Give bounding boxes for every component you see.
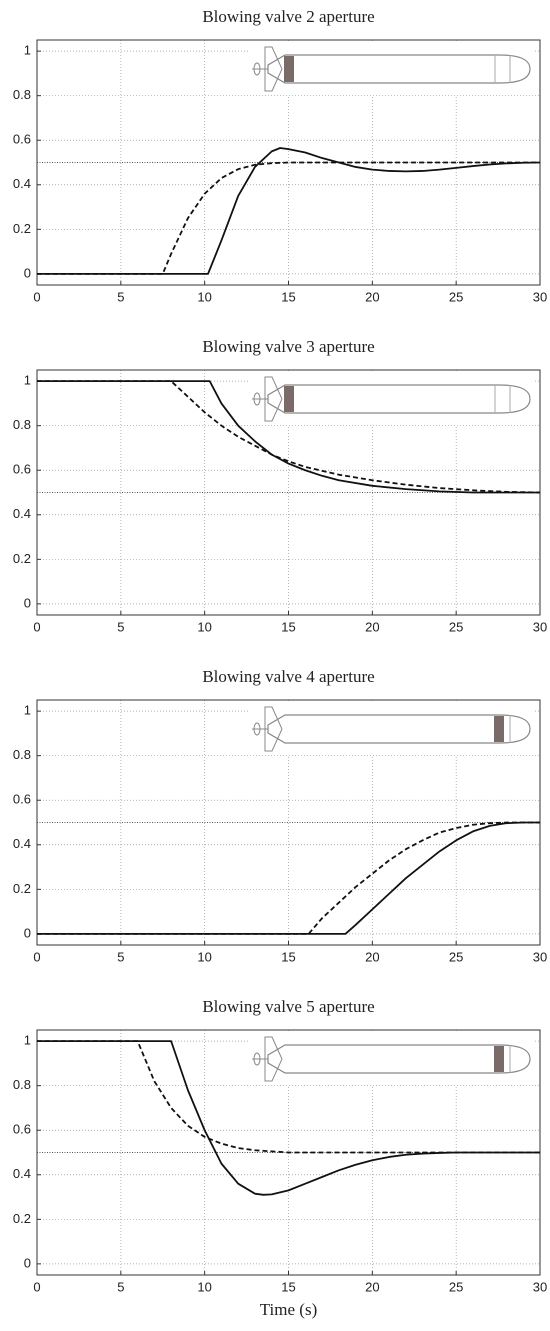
y-tick-label: 0.6 <box>13 462 31 477</box>
y-tick-label: 0.8 <box>13 747 31 762</box>
y-tick-label: 0.4 <box>13 836 31 851</box>
x-tick-label: 20 <box>365 949 379 964</box>
y-tick-label: 0.2 <box>13 221 31 236</box>
data-line <box>37 147 541 275</box>
icon-hull <box>267 714 531 744</box>
icon-fin <box>264 1036 283 1082</box>
submarine-icon <box>250 43 535 95</box>
data-line <box>37 380 540 494</box>
panel: Blowing valve 5 aperture 0 5 10 15 20 25 30 0 0.2… <box>13 997 547 1319</box>
chart-title: Blowing valve 5 aperture <box>202 997 374 1016</box>
x-tick-label: 15 <box>281 1279 295 1294</box>
icon-valve-highlight <box>284 386 294 412</box>
data-line <box>37 821 540 935</box>
icon-background <box>250 1033 535 1085</box>
x-axis-label: Time (s) <box>260 1300 317 1319</box>
icon-valve-highlight <box>284 56 294 82</box>
x-tick-label: 25 <box>449 949 463 964</box>
icon-valve-highlight <box>494 1046 504 1072</box>
icon-hull <box>267 384 531 414</box>
data-line <box>37 380 541 494</box>
data-line <box>37 1040 540 1196</box>
x-tick-label: 30 <box>533 289 547 304</box>
y-tick-label: 0 <box>24 595 31 610</box>
x-tick-label: 30 <box>533 1279 547 1294</box>
data-line <box>37 161 540 275</box>
submarine-icon <box>250 703 535 755</box>
panel: Blowing valve 4 aperture 0 5 10 15 20 25 30 0 0.2… <box>13 667 547 965</box>
y-tick-label: 0.4 <box>13 176 31 191</box>
y-tick-label: 0.8 <box>13 87 31 102</box>
icon-valve-highlight <box>494 716 504 742</box>
y-tick-label: 0.2 <box>13 551 31 566</box>
x-tick-label: 10 <box>197 619 211 634</box>
chart-title: Blowing valve 2 aperture <box>202 7 374 26</box>
x-tick-label: 15 <box>281 619 295 634</box>
icon-fin <box>264 46 283 92</box>
x-tick-label: 5 <box>117 1279 124 1294</box>
x-tick-label: 0 <box>33 619 40 634</box>
panel: Blowing valve 3 aperture 0 5 10 15 20 25 30 0 0.2… <box>13 337 547 635</box>
icon-fin <box>264 706 283 752</box>
y-tick-label: 1 <box>24 373 31 388</box>
y-tick-label: 0.6 <box>13 132 31 147</box>
x-tick-label: 0 <box>33 289 40 304</box>
x-tick-label: 15 <box>281 949 295 964</box>
x-tick-label: 5 <box>117 949 124 964</box>
x-tick-label: 25 <box>449 1279 463 1294</box>
x-tick-label: 25 <box>449 619 463 634</box>
x-tick-label: 15 <box>281 289 295 304</box>
x-tick-label: 0 <box>33 949 40 964</box>
submarine-icon <box>250 373 535 425</box>
x-tick-label: 25 <box>449 289 463 304</box>
data-line <box>37 821 540 935</box>
y-tick-label: 0 <box>24 265 31 280</box>
x-tick-label: 30 <box>533 619 547 634</box>
x-tick-label: 5 <box>117 289 124 304</box>
y-tick-label: 0.6 <box>13 792 31 807</box>
data-line <box>37 1040 540 1154</box>
y-tick-label: 1 <box>24 43 31 58</box>
x-tick-label: 0 <box>33 1279 40 1294</box>
y-tick-label: 0.2 <box>13 1211 31 1226</box>
y-tick-label: 0.8 <box>13 417 31 432</box>
y-tick-label: 1 <box>24 1033 31 1048</box>
y-tick-label: 0.2 <box>13 881 31 896</box>
x-tick-label: 10 <box>197 949 211 964</box>
y-tick-label: 0.4 <box>13 506 31 521</box>
chart-title: Blowing valve 4 aperture <box>202 667 374 686</box>
y-tick-label: 0.8 <box>13 1077 31 1092</box>
icon-fin <box>264 376 283 422</box>
y-tick-label: 0 <box>24 925 31 940</box>
x-tick-label: 20 <box>365 1279 379 1294</box>
chart-title: Blowing valve 3 aperture <box>202 337 374 356</box>
submarine-icon <box>250 1033 535 1085</box>
panel: Blowing valve 2 aperture 0 5 10 15 20 25 30 0 0.2… <box>13 7 547 305</box>
x-tick-label: 30 <box>533 949 547 964</box>
y-tick-label: 0 <box>24 1255 31 1270</box>
y-tick-label: 0.6 <box>13 1122 31 1137</box>
icon-background <box>250 43 535 95</box>
x-tick-label: 10 <box>197 1279 211 1294</box>
x-tick-label: 5 <box>117 619 124 634</box>
icon-background <box>250 373 535 425</box>
y-tick-label: 0.4 <box>13 1166 31 1181</box>
y-tick-label: 1 <box>24 703 31 718</box>
x-tick-label: 20 <box>365 619 379 634</box>
icon-background <box>250 703 535 755</box>
icon-hull <box>267 1044 531 1074</box>
icon-hull <box>267 54 531 84</box>
x-tick-label: 20 <box>365 289 379 304</box>
x-tick-label: 10 <box>197 289 211 304</box>
